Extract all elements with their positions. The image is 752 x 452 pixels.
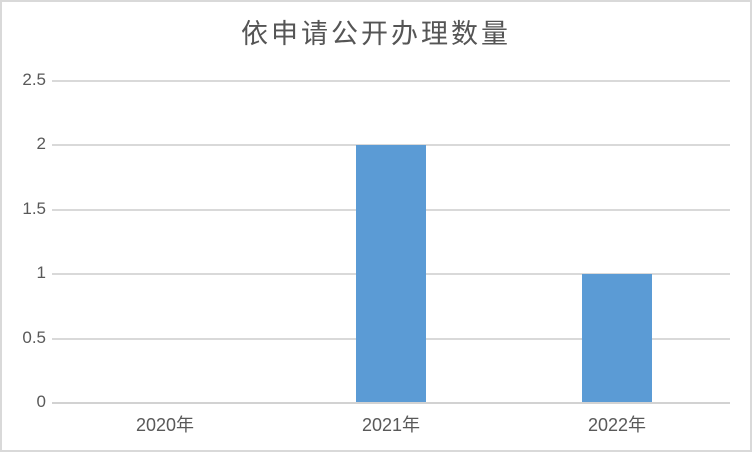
x-axis-category-label: 2022年 bbox=[587, 415, 647, 435]
chart-title: 依申请公开办理数量 bbox=[241, 19, 511, 49]
bar-2021年 bbox=[356, 145, 426, 403]
bar-2022年 bbox=[582, 274, 652, 403]
y-axis-tick-label: 0.5 bbox=[22, 327, 46, 347]
y-axis-tick-label: 0 bbox=[36, 392, 46, 411]
y-axis-tick-label: 1.5 bbox=[22, 198, 46, 218]
x-axis-line bbox=[52, 402, 730, 404]
x-axis-category-label: 2021年 bbox=[361, 415, 421, 435]
y-axis-tick-label: 2.5 bbox=[22, 69, 46, 89]
gridline bbox=[52, 79, 730, 82]
x-axis-category-label: 2020年 bbox=[135, 415, 195, 435]
y-axis-tick-label: 1 bbox=[36, 263, 46, 282]
y-axis-tick-label: 2 bbox=[36, 134, 46, 153]
